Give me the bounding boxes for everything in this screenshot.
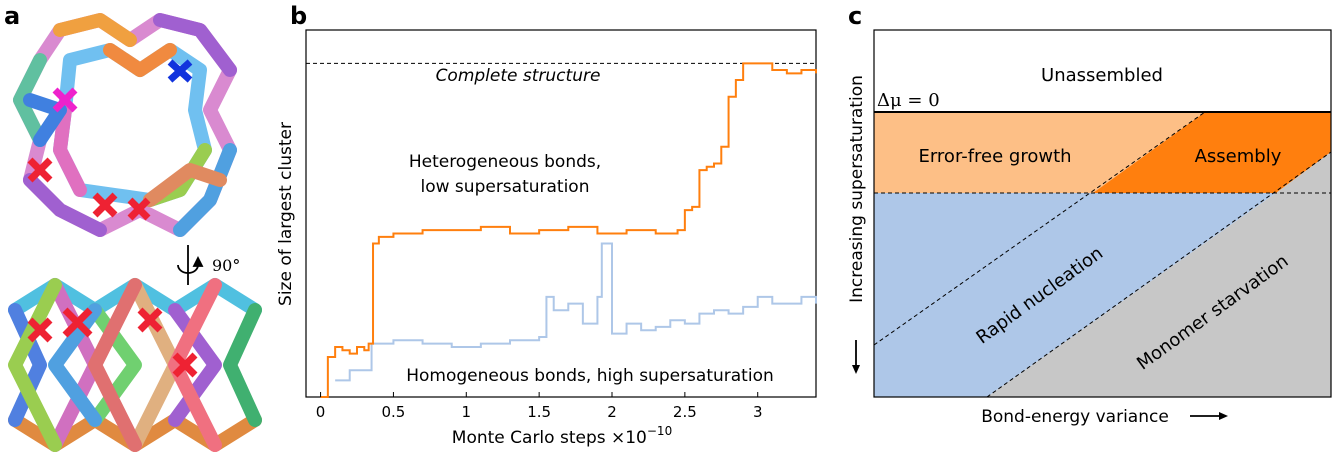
series-line-1: [335, 242, 817, 382]
y-axis-label: Size of largest cluster: [276, 122, 296, 306]
plot-frame: [305, 29, 817, 398]
x-axis-label-c: Bond-energy variance: [981, 407, 1169, 427]
panel-letter-b: b: [290, 2, 308, 30]
complete-structure-label: Complete structure: [436, 66, 601, 86]
annotation-homogeneous: Homogeneous bonds, high supersaturation: [406, 366, 774, 386]
series-line-0: [320, 62, 817, 398]
blue-cross-marker: [167, 59, 193, 83]
x-axis-label-text: Monte Carlo steps ×10: [452, 428, 647, 448]
x-tick-label: 0.5: [381, 403, 405, 421]
diagram-frame: [873, 29, 1332, 398]
x-tick-label: 1.5: [527, 403, 551, 421]
y-axis-arrow-icon: [852, 340, 860, 374]
annotation-heterogeneous-line2: low supersaturation: [421, 177, 590, 197]
region-assembly: [1093, 112, 1331, 193]
series-group: [320, 62, 817, 398]
panel-letter-a: a: [4, 2, 21, 30]
rotation-arrow-icon: [177, 245, 204, 285]
phase-diagram: Unassembled Δμ = 0 Error-free growth Ass…: [847, 29, 1332, 427]
x-tick-label: 3: [753, 403, 763, 421]
cluster-size-chart: Complete structure 0 0.5 1 1.5 2 2.5 3 Heterog…: [276, 29, 817, 448]
label-unassembled: Unassembled: [1041, 65, 1163, 86]
region-monomer-starvation: [987, 152, 1331, 397]
x-axis-label-exponent: −10: [647, 424, 672, 438]
x-tick-label: 1: [462, 403, 472, 421]
x-axis-label: Monte Carlo steps ×10−10: [452, 424, 672, 448]
x-tick-label: 0: [316, 403, 326, 421]
structure-top-view: [13, 13, 237, 237]
dashed-diagonal-left: [873, 111, 1206, 346]
rotation-label: 90°: [212, 256, 240, 275]
structure-side-view: [8, 278, 262, 452]
x-axis-arrow-icon: [1190, 412, 1228, 420]
label-assembly: Assembly: [1195, 146, 1282, 167]
red-cross-markers-top: [27, 157, 151, 221]
label-error-free-growth: Error-free growth: [918, 146, 1071, 167]
structure-illustration: 90°: [8, 13, 262, 452]
x-tick-label: 2.5: [673, 403, 697, 421]
x-tick-label: 2: [607, 403, 617, 421]
red-cross-markers-bottom: [27, 307, 198, 378]
panel-letter-c: c: [848, 2, 863, 30]
region-unassembled: [874, 30, 1331, 112]
delta-mu-label: Δμ = 0: [877, 90, 940, 111]
magenta-cross-markers: [52, 87, 78, 113]
annotation-heterogeneous-line1: Heterogeneous bonds,: [409, 152, 601, 172]
x-axis-ticks: 0 0.5 1 1.5 2 2.5 3: [316, 392, 763, 421]
region-error-free-growth: [874, 112, 1205, 193]
y-axis-label-c: Increasing supersaturation: [847, 75, 867, 303]
dashed-diagonal-right: [986, 151, 1332, 398]
